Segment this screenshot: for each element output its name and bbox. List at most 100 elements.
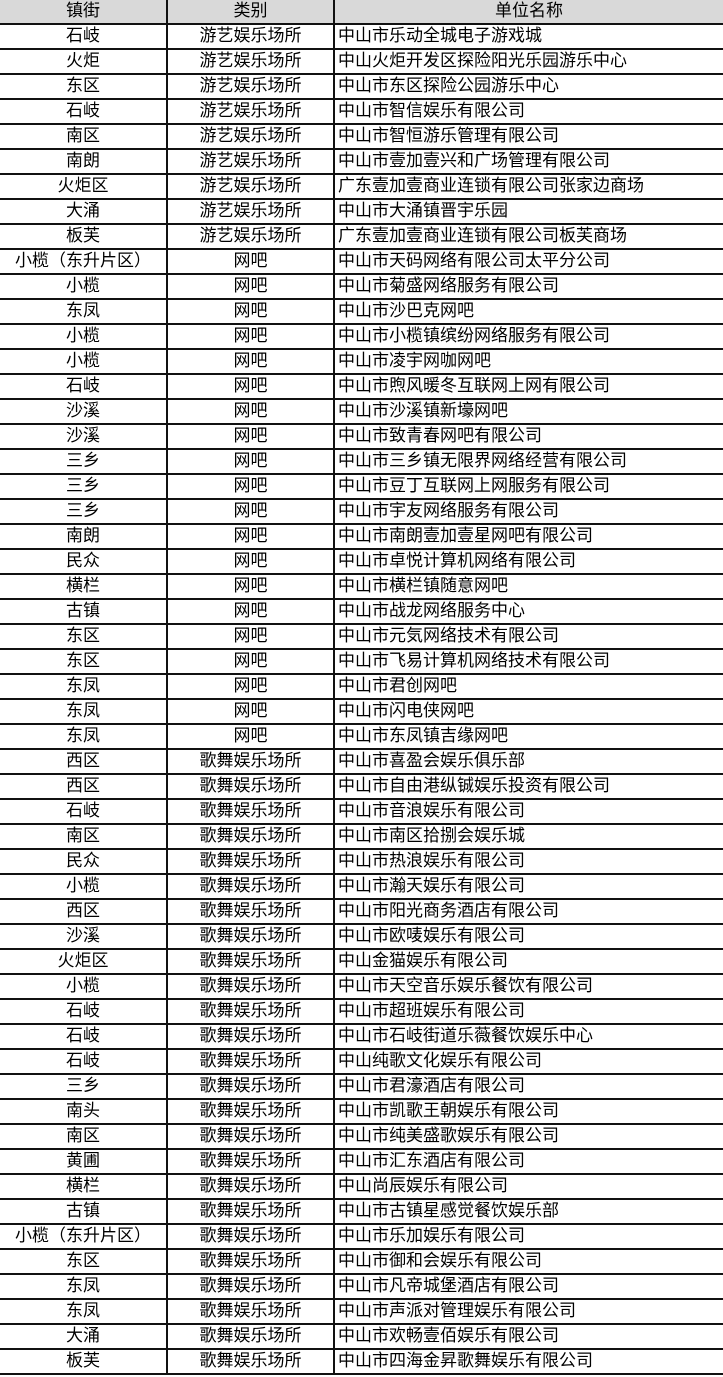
cell-category: 歌舞娱乐场所	[166, 1023, 335, 1050]
cell-category: 网吧	[166, 498, 335, 525]
cell-unit-name: 中山市汇东酒店有限公司	[333, 1148, 723, 1175]
table-row: 南区 歌舞娱乐场所 中山市纯美盛歌娱乐有限公司	[0, 1123, 723, 1150]
cell-town: 三乡	[0, 498, 168, 525]
cell-unit-name: 中山市大涌镇晋宇乐园	[333, 198, 723, 225]
cell-category: 歌舞娱乐场所	[166, 798, 335, 825]
table-row: 大涌 歌舞娱乐场所 中山市欢畅壹佰娱乐有限公司	[0, 1323, 723, 1350]
cell-unit-name: 中山市君濠酒店有限公司	[333, 1073, 723, 1100]
table-row: 石岐 游艺娱乐场所 中山市智信娱乐有限公司	[0, 98, 723, 125]
cell-unit-name: 中山市自由港纵铖娱乐投资有限公司	[333, 773, 723, 800]
table-row: 民众 歌舞娱乐场所 中山市热浪娱乐有限公司	[0, 848, 723, 875]
cell-town: 小榄	[0, 873, 168, 900]
cell-category: 网吧	[166, 548, 335, 575]
cell-unit-name: 中山市元気网络技术有限公司	[333, 623, 723, 650]
table-row: 小榄 网吧 中山市菊盛网络服务有限公司	[0, 273, 723, 300]
table-row: 三乡 网吧 中山市豆丁互联网上网服务有限公司	[0, 473, 723, 500]
cell-unit-name: 中山市超班娱乐有限公司	[333, 998, 723, 1025]
cell-category: 歌舞娱乐场所	[166, 1298, 335, 1325]
cell-town: 沙溪	[0, 423, 168, 450]
cell-town: 石岐	[0, 373, 168, 400]
table-row: 西区 歌舞娱乐场所 中山市喜盈会娱乐俱乐部	[0, 748, 723, 775]
cell-town: 横栏	[0, 1173, 168, 1200]
cell-town: 南区	[0, 823, 168, 850]
table-row: 火炬区 歌舞娱乐场所 中山金猫娱乐有限公司	[0, 948, 723, 975]
table-row: 南朗 游艺娱乐场所 中山市壹加壹兴和广场管理有限公司	[0, 148, 723, 175]
cell-town: 石岐	[0, 23, 168, 50]
cell-category: 网吧	[166, 598, 335, 625]
cell-category: 网吧	[166, 398, 335, 425]
cell-town: 东凤	[0, 723, 168, 750]
cell-unit-name: 中山市豆丁互联网上网服务有限公司	[333, 473, 723, 500]
cell-town: 沙溪	[0, 398, 168, 425]
table-row: 三乡 歌舞娱乐场所 中山市君濠酒店有限公司	[0, 1073, 723, 1100]
cell-category: 歌舞娱乐场所	[166, 823, 335, 850]
cell-town: 南头	[0, 1098, 168, 1125]
cell-unit-name: 中山市欢畅壹佰娱乐有限公司	[333, 1323, 723, 1350]
table-row: 石岐 歌舞娱乐场所 中山市超班娱乐有限公司	[0, 998, 723, 1025]
table-row: 小榄（东升片区） 网吧 中山市天码网络有限公司太平分公司	[0, 248, 723, 275]
cell-unit-name: 中山市战龙网络服务中心	[333, 598, 723, 625]
cell-town: 火炬	[0, 48, 168, 75]
cell-unit-name: 中山市煦风暖冬互联网上网有限公司	[333, 373, 723, 400]
cell-category: 歌舞娱乐场所	[166, 1248, 335, 1275]
cell-unit-name: 中山市凡帝城堡酒店有限公司	[333, 1273, 723, 1300]
cell-town: 东区	[0, 648, 168, 675]
cell-category: 游艺娱乐场所	[166, 223, 335, 250]
cell-town: 南区	[0, 123, 168, 150]
cell-unit-name: 中山金猫娱乐有限公司	[333, 948, 723, 975]
cell-unit-name: 中山市沙巴克网吧	[333, 298, 723, 325]
table-row: 东区 网吧 中山市飞易计算机网络技术有限公司	[0, 648, 723, 675]
cell-unit-name: 中山市沙溪镇新壕网吧	[333, 398, 723, 425]
cell-town: 南朗	[0, 523, 168, 550]
table-row: 南区 游艺娱乐场所 中山市智恒游乐管理有限公司	[0, 123, 723, 150]
table-row: 黄圃 歌舞娱乐场所 中山市汇东酒店有限公司	[0, 1148, 723, 1175]
cell-category: 歌舞娱乐场所	[166, 1323, 335, 1350]
cell-category: 游艺娱乐场所	[166, 48, 335, 75]
cell-category: 歌舞娱乐场所	[166, 848, 335, 875]
cell-category: 歌舞娱乐场所	[166, 1173, 335, 1200]
table-row: 东凤 网吧 中山市沙巴克网吧	[0, 298, 723, 325]
cell-unit-name: 中山市天空音乐娱乐餐饮有限公司	[333, 973, 723, 1000]
table-row: 小榄 歌舞娱乐场所 中山市天空音乐娱乐餐饮有限公司	[0, 973, 723, 1000]
cell-category: 网吧	[166, 698, 335, 725]
cell-category: 游艺娱乐场所	[166, 173, 335, 200]
cell-unit-name: 中山市音浪娱乐有限公司	[333, 798, 723, 825]
cell-town: 小榄（东升片区）	[0, 1223, 168, 1250]
cell-unit-name: 中山市宇友网络服务有限公司	[333, 498, 723, 525]
cell-unit-name: 广东壹加壹商业连锁有限公司张家边商场	[333, 173, 723, 200]
cell-category: 歌舞娱乐场所	[166, 1048, 335, 1075]
table-row: 东凤 歌舞娱乐场所 中山市声派对管理娱乐有限公司	[0, 1298, 723, 1325]
cell-category: 游艺娱乐场所	[166, 148, 335, 175]
cell-town: 南区	[0, 1123, 168, 1150]
cell-town: 东凤	[0, 673, 168, 700]
cell-town: 东凤	[0, 298, 168, 325]
table-row: 小榄 网吧 中山市小榄镇缤纷网络服务有限公司	[0, 323, 723, 350]
table-row: 古镇 网吧 中山市战龙网络服务中心	[0, 598, 723, 625]
cell-town: 西区	[0, 773, 168, 800]
cell-town: 西区	[0, 748, 168, 775]
cell-unit-name: 中山市东区探险公园游乐中心	[333, 73, 723, 100]
cell-unit-name: 中山市阳光商务酒店有限公司	[333, 898, 723, 925]
table-row: 火炬 游艺娱乐场所 中山火炬开发区探险阳光乐园游乐中心	[0, 48, 723, 75]
cell-category: 游艺娱乐场所	[166, 123, 335, 150]
table-row: 石岐 歌舞娱乐场所 中山市石岐街道乐薇餐饮娱乐中心	[0, 1023, 723, 1050]
cell-category: 网吧	[166, 273, 335, 300]
cell-town: 东区	[0, 1248, 168, 1275]
cell-unit-name: 中山市智恒游乐管理有限公司	[333, 123, 723, 150]
cell-unit-name: 中山市乐加娱乐有限公司	[333, 1223, 723, 1250]
cell-unit-name: 中山市东凤镇吉缘网吧	[333, 723, 723, 750]
cell-unit-name: 中山市欧唛娱乐有限公司	[333, 923, 723, 950]
cell-unit-name: 中山市智信娱乐有限公司	[333, 98, 723, 125]
cell-town: 三乡	[0, 1073, 168, 1100]
table-row: 西区 歌舞娱乐场所 中山市阳光商务酒店有限公司	[0, 898, 723, 925]
cell-category: 歌舞娱乐场所	[166, 1348, 335, 1375]
table-row: 南头 歌舞娱乐场所 中山市凯歌王朝娱乐有限公司	[0, 1098, 723, 1125]
cell-category: 网吧	[166, 473, 335, 500]
cell-town: 民众	[0, 848, 168, 875]
cell-unit-name: 中山市君创网吧	[333, 673, 723, 700]
cell-category: 歌舞娱乐场所	[166, 773, 335, 800]
table-row: 古镇 歌舞娱乐场所 中山市古镇星感觉餐饮娱乐部	[0, 1198, 723, 1225]
cell-category: 歌舞娱乐场所	[166, 948, 335, 975]
header-row: 镇街 类别 单位名称	[0, 0, 723, 25]
